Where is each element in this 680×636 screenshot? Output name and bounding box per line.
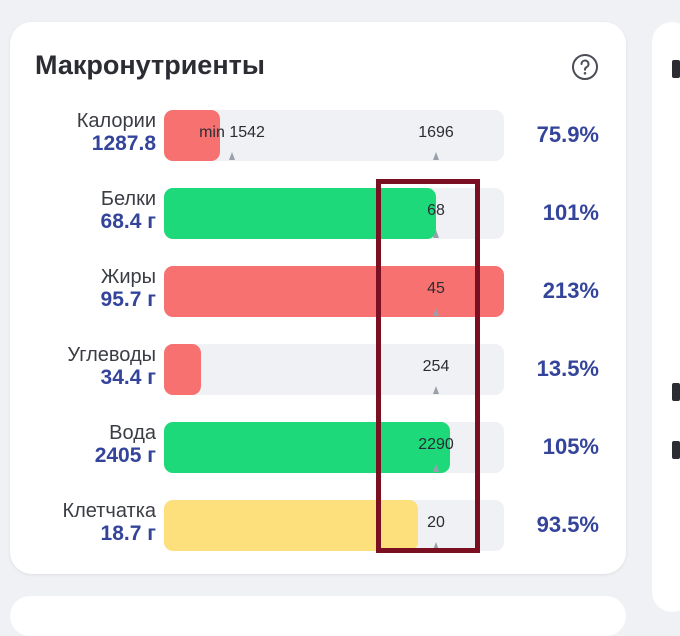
target-marker-label: 45 [427,280,445,297]
progress-fill [164,188,436,239]
macro-percent: 105% [542,434,599,459]
target-marker-label: 1696 [418,124,454,141]
target-highlight-box [376,179,480,553]
progress-fill [164,344,201,395]
macro-percent: 101% [542,200,599,225]
adjacent-card-heading-fragment [672,60,680,78]
help-icon[interactable] [571,53,599,81]
progress-track: 20 [164,500,504,551]
progress-track: 2290 [164,422,504,473]
target-marker-tick [229,152,235,160]
macro-value: 68.4 г [100,210,156,233]
card-title: Макронутриенты [35,50,265,80]
macro-row: Жиры 95.7 г 45 213% [10,266,626,322]
macro-name: Калории [76,110,156,132]
macro-percent: 13.5% [536,356,599,381]
macro-percent: 75.9% [536,122,599,147]
target-marker-tick [433,230,439,238]
progress-track: 45 [164,266,504,317]
target-marker-tick [433,542,439,550]
macro-row: Вода 2405 г 2290 105% [10,422,626,478]
macro-label: Углеводы 34.4 г [67,344,156,390]
macro-value: 95.7 г [100,288,156,311]
target-marker-tick [433,386,439,394]
macro-row: Калории 1287.8 min 1542 1696 75.9% [10,110,626,166]
progress-track: 254 [164,344,504,395]
target-marker-label: 254 [422,358,450,375]
macro-label: Калории 1287.8 [77,110,156,156]
progress-track: min 1542 1696 [164,110,504,161]
macro-value: 18.7 г [100,522,156,545]
target-marker-label: min 1542 [199,124,265,141]
macro-value: 34.4 г [100,366,156,389]
target-marker-tick [433,152,439,160]
macro-label: Клетчатка 18.7 г [62,500,156,546]
macro-name: Белки [100,188,156,210]
progress-track: 68 [164,188,504,239]
macro-name: Углеводы [67,344,156,366]
target-marker-label: 68 [427,202,445,219]
adjacent-card [652,22,680,612]
macro-name: Вода [109,422,156,444]
macro-row: Клетчатка 18.7 г 20 93.5% [10,500,626,556]
target-marker-tick [433,464,439,472]
macro-value: 1287.8 [91,132,156,155]
target-marker-label: 20 [427,514,445,531]
macro-row: Белки 68.4 г 68 101% [10,188,626,244]
progress-fill [164,422,450,473]
target-marker-tick [433,308,439,316]
macro-label: Белки 68.4 г [101,188,156,234]
progress-fill [164,110,221,161]
macro-value: 2405 г [94,444,156,467]
macro-label: Вода 2405 г [95,422,156,468]
macro-percent: 213% [542,278,599,303]
target-marker-label: 2290 [418,436,454,453]
macronutrients-card: Макронутриенты Калории 1287.8 min 1542 1696… [10,22,626,574]
macro-row: Углеводы 34.4 г 254 13.5% [10,344,626,400]
macro-label: Жиры 95.7 г [101,266,156,312]
adjacent-card-text-fragment [672,383,680,401]
progress-fill [164,266,504,317]
macro-name: Жиры [100,266,156,288]
macro-name: Клетчатка [62,500,156,522]
progress-fill [164,500,419,551]
next-card [10,596,626,636]
adjacent-card-text-fragment [672,441,680,459]
macro-percent: 93.5% [536,512,599,537]
